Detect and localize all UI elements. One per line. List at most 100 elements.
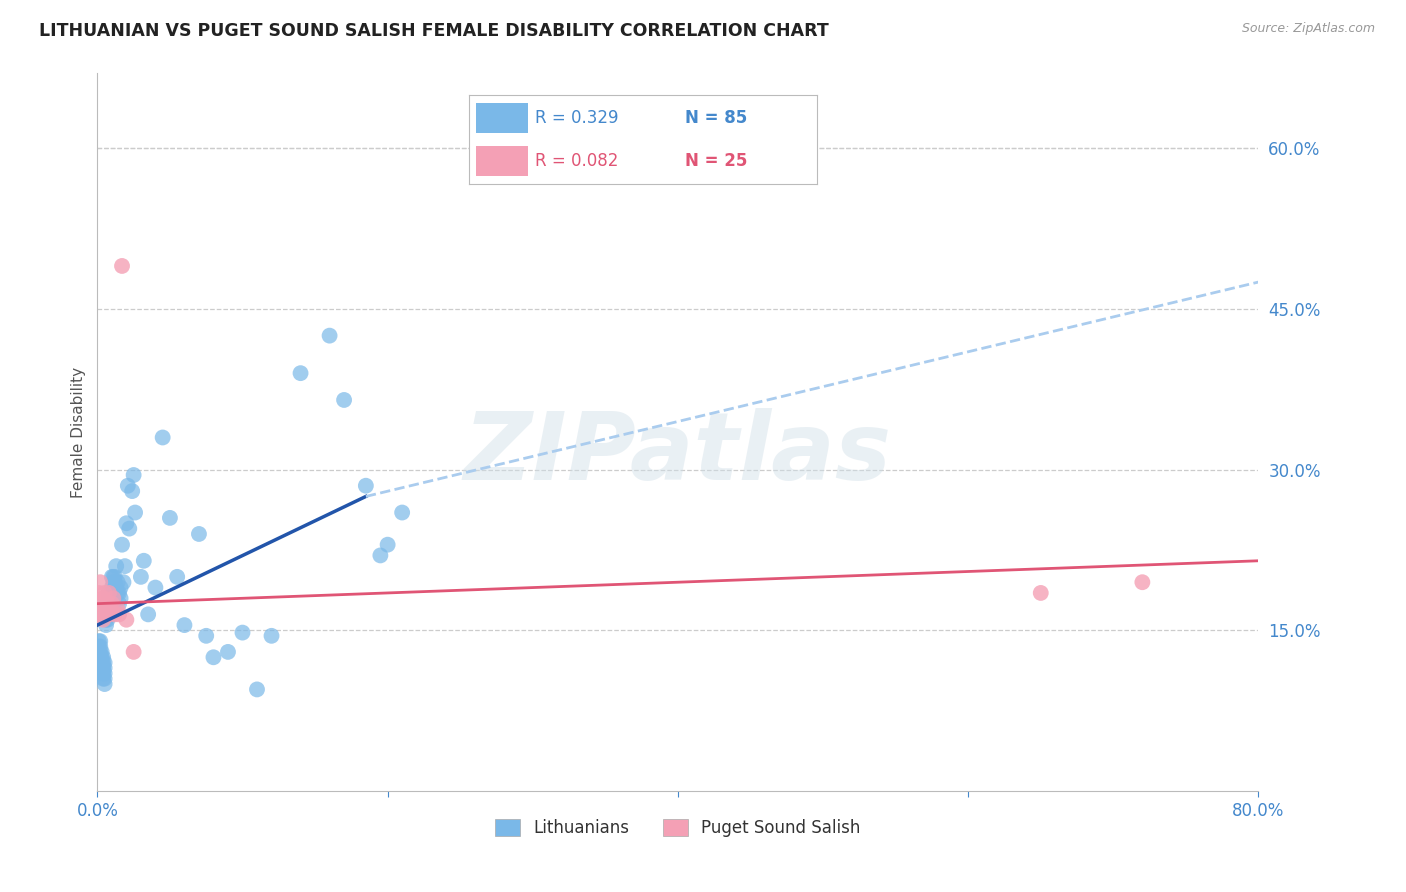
Point xyxy=(103,570,125,584)
Point xyxy=(89,650,111,665)
Text: Source: ZipAtlas.com: Source: ZipAtlas.com xyxy=(1241,22,1375,36)
Point xyxy=(96,597,118,611)
Point xyxy=(91,650,114,665)
Point xyxy=(90,650,112,665)
Point xyxy=(90,661,112,675)
Point xyxy=(173,618,195,632)
Point xyxy=(103,591,125,606)
Point xyxy=(93,672,115,686)
Point xyxy=(93,677,115,691)
Point xyxy=(94,607,117,622)
Point xyxy=(93,586,115,600)
Point xyxy=(87,645,110,659)
Point xyxy=(108,607,131,622)
Point xyxy=(290,366,312,380)
Point xyxy=(97,607,120,622)
Point xyxy=(104,570,127,584)
Point xyxy=(105,559,128,574)
Point xyxy=(129,570,152,584)
Point xyxy=(97,597,120,611)
Point xyxy=(231,625,253,640)
Point xyxy=(101,570,124,584)
Point xyxy=(87,634,110,648)
Text: LITHUANIAN VS PUGET SOUND SALISH FEMALE DISABILITY CORRELATION CHART: LITHUANIAN VS PUGET SOUND SALISH FEMALE … xyxy=(39,22,830,40)
Text: ZIPatlas: ZIPatlas xyxy=(464,408,891,500)
Point xyxy=(101,607,124,622)
Point xyxy=(260,629,283,643)
Point xyxy=(91,591,114,606)
Point xyxy=(152,430,174,444)
Point xyxy=(90,645,112,659)
Point xyxy=(93,656,115,670)
Point xyxy=(97,586,120,600)
Point xyxy=(87,586,110,600)
Point xyxy=(87,640,110,654)
Point xyxy=(121,484,143,499)
Point xyxy=(90,607,112,622)
Point xyxy=(96,613,118,627)
Point xyxy=(91,666,114,681)
Point xyxy=(91,656,114,670)
Point xyxy=(112,575,135,590)
Point xyxy=(110,581,132,595)
Point xyxy=(87,597,110,611)
Point xyxy=(94,618,117,632)
Point xyxy=(115,613,138,627)
Point xyxy=(246,682,269,697)
Point xyxy=(96,597,118,611)
Point xyxy=(101,597,124,611)
Point xyxy=(111,259,134,273)
Point xyxy=(145,581,167,595)
Point xyxy=(115,516,138,531)
Point xyxy=(107,602,129,616)
Point xyxy=(122,645,145,659)
Point xyxy=(117,479,139,493)
Point xyxy=(93,666,115,681)
Point xyxy=(195,629,218,643)
Point xyxy=(104,575,127,590)
Point xyxy=(91,672,114,686)
Point xyxy=(97,602,120,616)
Point xyxy=(107,575,129,590)
Point xyxy=(202,650,225,665)
Point xyxy=(91,661,114,675)
Point xyxy=(108,597,131,611)
Point xyxy=(105,581,128,595)
Point xyxy=(122,468,145,483)
Point xyxy=(391,506,413,520)
Point xyxy=(1029,586,1052,600)
Point xyxy=(370,549,392,563)
Point xyxy=(90,656,112,670)
Point xyxy=(100,602,122,616)
Point xyxy=(96,607,118,622)
Point xyxy=(94,607,117,622)
Point xyxy=(96,602,118,616)
Point xyxy=(377,538,399,552)
Point xyxy=(103,575,125,590)
Point xyxy=(100,591,122,606)
Point xyxy=(333,392,356,407)
Point xyxy=(90,666,112,681)
Point xyxy=(111,538,134,552)
Point xyxy=(318,328,340,343)
Point xyxy=(188,527,211,541)
Point xyxy=(108,586,131,600)
Point xyxy=(1130,575,1153,590)
Point xyxy=(217,645,239,659)
Point xyxy=(89,656,111,670)
Point xyxy=(94,613,117,627)
Point xyxy=(166,570,188,584)
Point xyxy=(101,602,124,616)
Point xyxy=(132,554,155,568)
Y-axis label: Female Disability: Female Disability xyxy=(72,367,86,498)
Point xyxy=(90,597,112,611)
Point xyxy=(94,602,117,616)
Point xyxy=(91,613,114,627)
Point xyxy=(93,661,115,675)
Point xyxy=(136,607,159,622)
Point xyxy=(97,586,120,600)
Point xyxy=(354,479,377,493)
Point xyxy=(93,597,115,611)
Point xyxy=(107,586,129,600)
Legend: Lithuanians, Puget Sound Salish: Lithuanians, Puget Sound Salish xyxy=(488,813,868,844)
